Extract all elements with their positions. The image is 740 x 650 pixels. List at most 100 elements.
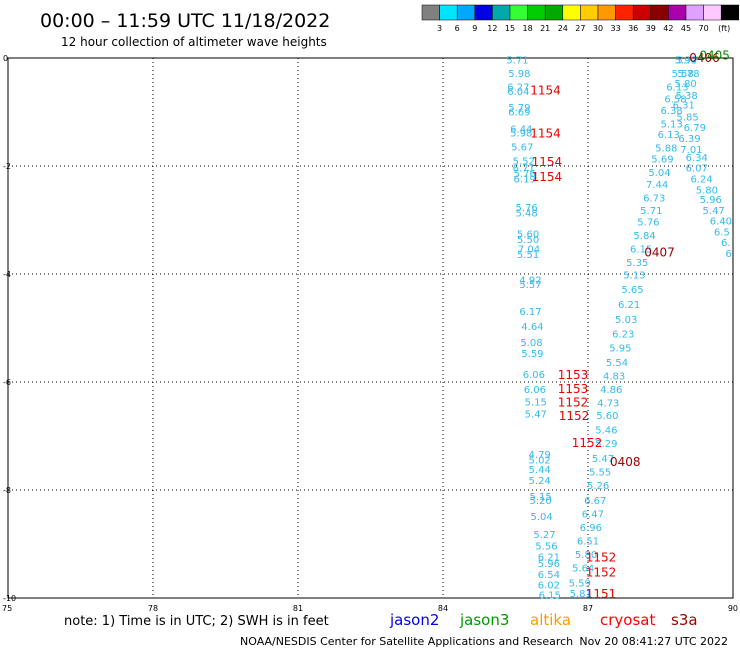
wave-height-value: 5.78 [677,69,699,80]
wave-height-value: 5.65 [621,285,643,296]
wave-height-value: 6.67 [584,496,606,507]
colorbar-swatch [720,4,740,21]
satellite-legend-altika: altika [530,611,571,629]
colorbar-swatch [632,4,652,21]
satellite-legend-cryosat: cryosat [600,611,655,629]
wave-height-value: 5.98 [510,129,532,140]
wave-height-value: 5.59 [569,578,591,589]
satellite-legend-jason2: jason2 [389,611,439,629]
colorbar-swatch [685,4,704,21]
colorbar-swatch [456,4,476,21]
wave-height-value: 5.50 [517,235,539,246]
wave-height-value: 5.54 [606,358,628,369]
colorbar-swatch [562,4,581,21]
wave-height-value: 5.96 [700,195,722,206]
wave-height-value: 5.04 [648,168,670,179]
plot-area: 5.715.986.276.045.796.696.445.985.675.52… [506,48,732,613]
wave-height-value: 7.04 [518,245,540,256]
wave-height-value: 5.85 [676,112,698,123]
wave-height-points: 5.715.986.276.045.796.696.445.985.675.52… [506,56,732,613]
wave-height-value: 5.27 [533,530,555,541]
colorbar-swatch [650,4,669,21]
wave-height-value: 5.46 [595,426,617,437]
colorbar-label: 15 [505,24,515,33]
wave-height-value: 5.59 [521,349,543,360]
wave-height-value: 5.13 [623,271,645,282]
wave-height-value: 5.88 [655,144,677,155]
pass-time-label: 0407 [644,245,675,259]
colorbar-label: 70 [699,24,709,33]
pass-time-label: 1153 [558,368,589,382]
wave-height-value: 6.21 [618,300,640,311]
y-tick-label: -4 [3,270,11,279]
colorbar-swatch [668,4,687,21]
wave-height-value: 5.57 [519,280,541,291]
colorbar-label: 33 [611,24,621,33]
wave-height-value: 5.15 [525,398,547,409]
x-tick-label: 87 [583,604,593,613]
wave-height-value: 4.73 [597,399,619,410]
wave-height-value: 6.38 [660,106,682,117]
wave-height-value: 4.79 [529,450,551,461]
pass-time-label: 1152 [558,396,589,410]
wave-height-value: 4.83 [603,372,625,383]
wave-height-value: 6.07 [686,164,708,175]
wave-height-value: 5.04 [530,512,552,523]
y-tick-label: -2 [3,162,11,171]
wave-height-value: 5.60 [517,230,539,241]
wave-height-value: 5.79 [508,103,530,114]
wave-height-value: 6.54 [538,570,560,581]
colorbar-swatch [527,4,546,21]
colorbar-label: 24 [558,24,568,33]
x-tick-labels: 75 78 81 84 87 90 [2,604,738,613]
colorbar-label: 42 [663,24,673,33]
wave-height-value: 5.08 [520,338,542,349]
wave-height-value: 6.69 [508,108,530,119]
wave-height-value: 5.48 [515,209,537,220]
wave-height-value: 6.24 [690,175,712,186]
wave-height-value: 5.20 [530,496,552,507]
pass-time-label: 1154 [530,127,561,141]
wave-height-value: 4.86 [600,385,622,396]
wave-height-value: 5.55 [589,468,611,479]
satellite-legend-jason3: jason3 [459,611,509,629]
wave-height-value: 6.31 [673,101,695,112]
colorbar-swatch [509,4,528,21]
wave-height-value: 5.95 [609,344,631,355]
wave-height-value: 6. [721,238,731,249]
pass-time-label: 1152 [559,409,590,423]
y-tick-label: -10 [3,594,16,603]
wave-height-value: 5.80 [575,550,597,561]
wave-height-value: 5.56 [535,542,557,553]
wave-height-value: 5.47 [703,206,725,217]
colorbar-swatch [492,4,511,21]
wave-height-value: 5.58 [672,69,694,80]
footer-credit: NOAA/NESDIS Center for Satellite Applica… [240,635,573,648]
wave-height-value: 6.96 [580,523,602,534]
wave-height-value: 5.80 [696,185,718,196]
pass-time-label: 1152 [572,436,603,450]
colorbar-legend: 3 6 9 12 15 18 21 24 27 30 33 36 39 42 45 70 (ft) [421,4,740,33]
wave-height-value: 5.98 [508,69,530,80]
colorbar-label: 9 [472,24,477,33]
wave-height-value: 6.13 [658,130,680,141]
wave-height-value: 6.13 [666,83,688,94]
wave-height-value: 5.87 [544,602,566,613]
wave-height-value: 6.39 [678,134,700,145]
wave-height-value: 5.02 [529,455,551,466]
wave-height-value: 5.76 [637,218,659,229]
y-tick-labels: 0 -2 -4 -6 -8 -10 [3,54,16,603]
wave-height-value: 6.40 [710,217,732,228]
wave-height-value: 6.17 [519,307,541,318]
wave-height-value: 5.67 [511,143,533,154]
wave-height-value: 6.04 [507,87,529,98]
colorbar-swatch [597,4,616,21]
pass-time-label: 1154 [530,83,561,97]
footer-note: note: 1) Time is in UTC; 2) SWH is in fe… [64,614,329,629]
wave-height-value: 5.80 [675,79,697,90]
wave-height-value: 7.44 [646,180,668,191]
colorbar-swatch [421,4,440,21]
pass-time-label: 1153 [558,382,589,396]
wave-height-value: 5.71 [506,56,528,67]
